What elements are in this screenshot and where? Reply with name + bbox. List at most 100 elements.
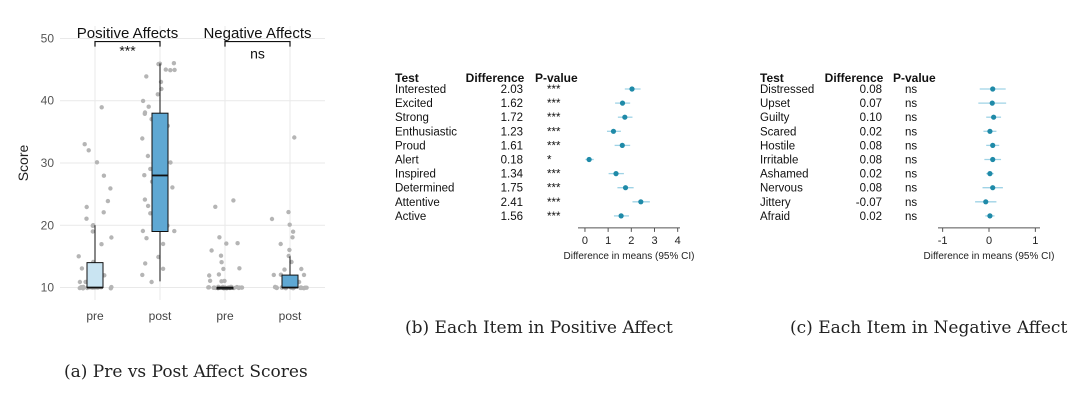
data-point — [168, 68, 173, 73]
row-p-value: *** — [547, 98, 561, 110]
data-point — [304, 285, 309, 290]
row-p-value: ns — [905, 169, 917, 181]
point-estimate — [610, 128, 617, 134]
point-estimate — [622, 114, 628, 120]
point-estimate — [613, 171, 619, 177]
row-p-value: ns — [905, 98, 917, 110]
row-test-label: Active — [395, 211, 426, 223]
row-difference: 1.23 — [501, 126, 523, 138]
row-test-label: Proud — [395, 140, 426, 152]
point-estimate — [987, 213, 993, 219]
row-difference: 0.18 — [501, 155, 523, 167]
row-difference: 0.08 — [860, 155, 882, 167]
point-estimate — [987, 128, 993, 134]
point-estimate — [619, 100, 626, 106]
data-point — [148, 166, 153, 172]
row-p-value: *** — [547, 112, 561, 124]
column-header: Test — [760, 71, 784, 85]
caption-a: (a) Pre vs Post Affect Scores — [64, 362, 308, 382]
row-p-value: *** — [547, 126, 561, 138]
row-difference: 0.08 — [860, 84, 882, 96]
data-point — [142, 110, 148, 115]
x-tick-label: 1 — [605, 235, 611, 247]
row-difference: 0.02 — [860, 126, 882, 138]
x-tick-label: 3 — [651, 235, 657, 247]
data-point — [217, 235, 222, 240]
negative-forest-plot: Test Difference P-value Distressed 0.08 ns Ups… — [760, 71, 1055, 262]
data-point — [140, 136, 145, 141]
data-point — [94, 160, 100, 165]
x-tick-label: post — [279, 309, 302, 323]
row-test-label: Scared — [760, 126, 796, 138]
panel-title: Positive Affects — [77, 25, 178, 42]
data-point — [160, 241, 166, 247]
point-estimate — [638, 199, 644, 205]
data-point — [109, 284, 114, 290]
row-p-value: ns — [905, 84, 917, 96]
data-point — [90, 229, 96, 234]
data-point — [282, 267, 287, 272]
data-point — [163, 67, 168, 72]
point-estimate — [619, 142, 625, 148]
data-point — [140, 98, 146, 104]
data-point — [86, 148, 91, 153]
row-p-value: ns — [905, 155, 917, 167]
x-tick-label: 1 — [1032, 235, 1038, 247]
data-point — [278, 241, 283, 247]
row-difference: 0.07 — [860, 98, 882, 110]
row-difference: 0.02 — [860, 169, 882, 181]
row-test-label: Upset — [760, 98, 791, 110]
data-point — [148, 211, 153, 216]
data-point — [108, 186, 113, 191]
data-point — [144, 74, 149, 79]
point-estimate — [618, 213, 624, 219]
row-test-label: Afraid — [760, 211, 790, 223]
x-axis-label: Difference in means (95% CI) — [924, 251, 1055, 262]
row-test-label: Hostile — [760, 140, 795, 152]
data-point — [142, 173, 147, 178]
data-point — [218, 253, 224, 258]
positive-forest-plot: Test Difference P-value Interested 2.03 *** Ex… — [395, 71, 694, 262]
data-point — [140, 272, 145, 278]
data-point — [299, 266, 304, 272]
row-difference: 0.08 — [860, 183, 882, 195]
data-point — [140, 228, 146, 234]
point-estimate — [987, 171, 993, 177]
data-point — [143, 261, 148, 266]
column-header: Difference — [825, 71, 884, 85]
data-point — [216, 272, 222, 277]
row-p-value: ns — [905, 211, 917, 223]
data-point — [91, 223, 96, 228]
row-test-label: Irritable — [760, 155, 798, 167]
data-point — [287, 222, 292, 227]
row-difference: 2.03 — [501, 84, 523, 96]
point-estimate — [990, 156, 996, 163]
data-point — [76, 254, 81, 259]
data-point — [168, 160, 173, 165]
row-test-label: Determined — [395, 183, 454, 195]
data-point — [82, 142, 87, 147]
data-point — [290, 229, 296, 234]
data-point — [221, 266, 226, 272]
data-point — [287, 247, 292, 253]
x-tick-label: 4 — [675, 235, 681, 247]
y-tick-label: 20 — [41, 218, 55, 232]
data-point — [145, 153, 151, 159]
row-test-label: Alert — [395, 155, 419, 167]
point-estimate — [983, 199, 989, 205]
data-point — [301, 272, 307, 278]
data-point — [101, 210, 106, 215]
point-estimate — [990, 142, 996, 148]
caption-c: (c) Each Item in Negative Affect — [790, 318, 1068, 338]
column-header: P-value — [535, 71, 578, 85]
data-point — [145, 203, 151, 209]
x-tick-label: 0 — [582, 235, 588, 247]
data-point — [146, 104, 151, 109]
row-difference: -0.07 — [856, 197, 882, 209]
x-tick-label: pre — [216, 309, 234, 323]
point-estimate — [990, 86, 996, 92]
data-point — [219, 279, 224, 284]
row-p-value: *** — [547, 197, 561, 209]
data-point — [105, 198, 111, 204]
point-estimate — [989, 100, 995, 106]
